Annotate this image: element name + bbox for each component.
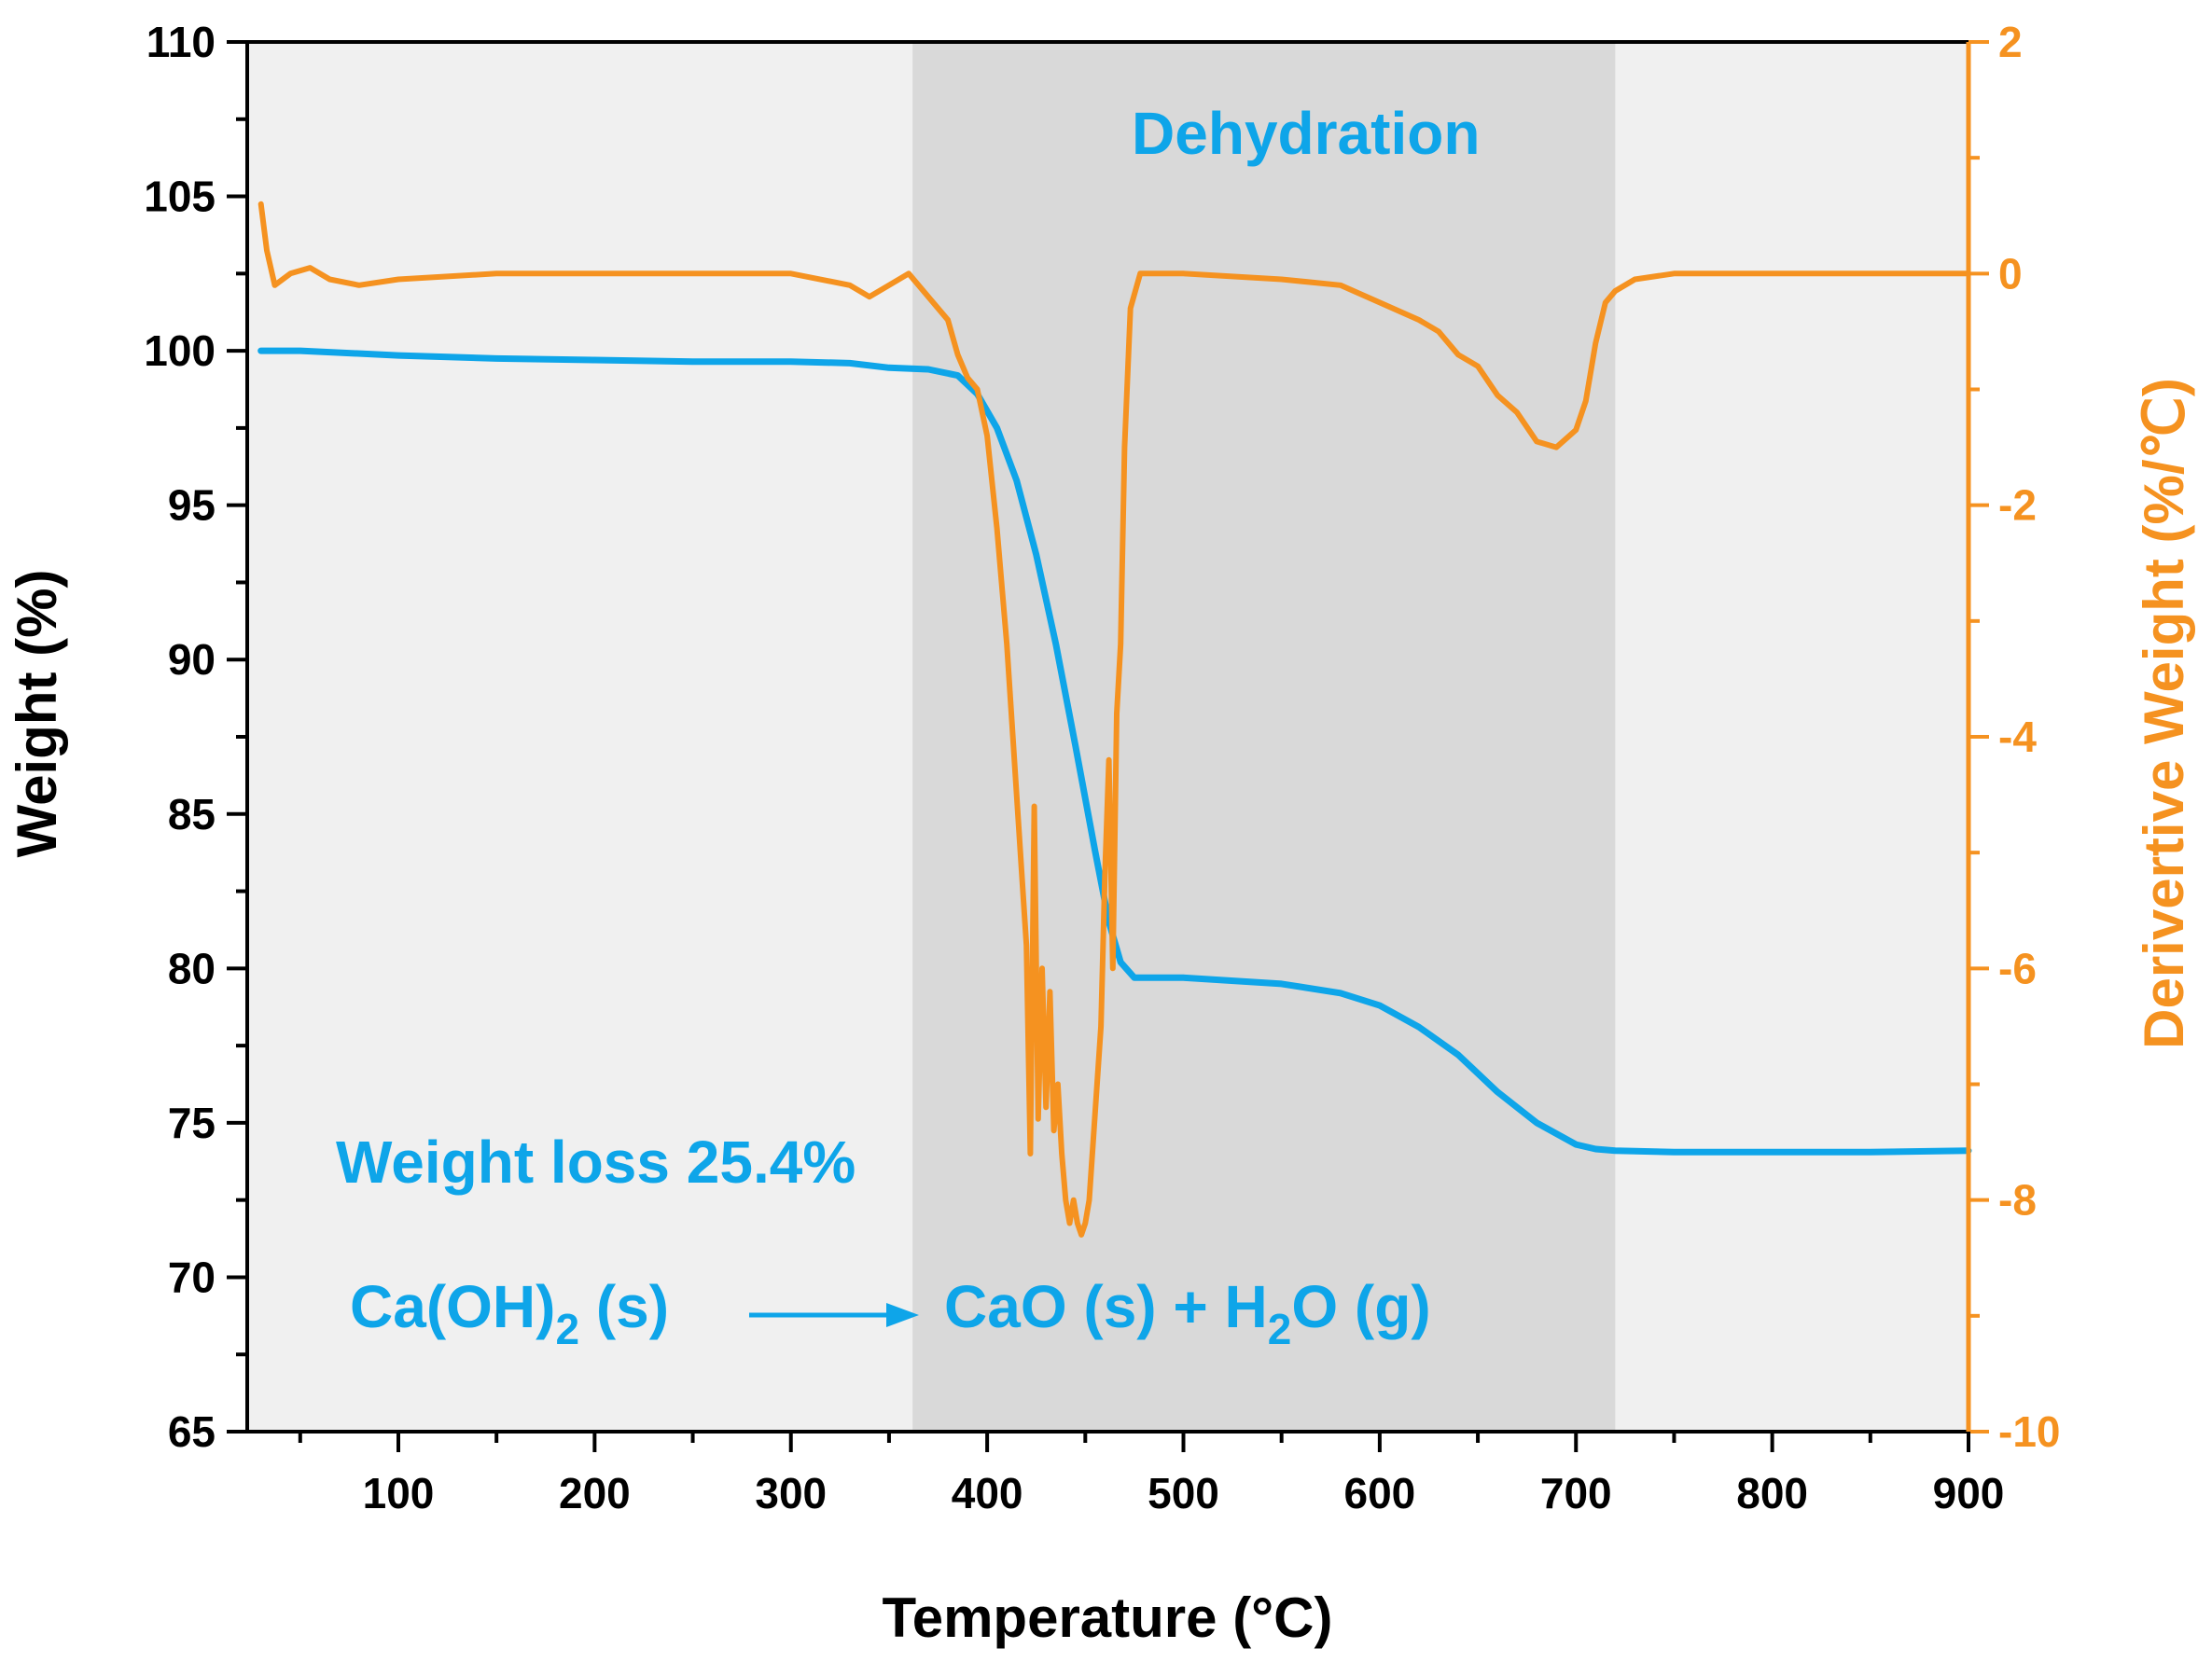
x-tick-label: 700: [1540, 1469, 1612, 1517]
y2-tick-label: -6: [1998, 944, 2037, 992]
y-tick-label: 90: [168, 635, 216, 684]
y-axis-title: Weight (%): [6, 570, 68, 858]
dehydration-label: Dehydration: [1132, 100, 1480, 167]
x-tick-label: 300: [755, 1469, 827, 1517]
y-tick-label: 85: [168, 790, 216, 838]
weight-loss-annotation: Weight loss 25.4%: [336, 1129, 856, 1196]
x-tick-label: 100: [363, 1469, 435, 1517]
y2-tick-label: -10: [1998, 1407, 2060, 1456]
y-tick-label: 65: [168, 1407, 216, 1456]
x-tick-label: 800: [1736, 1469, 1808, 1517]
y2-tick-label: -8: [1998, 1176, 2037, 1225]
y-tick-label: 110: [146, 18, 216, 66]
y-tick-label: 100: [144, 326, 216, 375]
y2-tick-label: -4: [1998, 713, 2037, 761]
y2-tick-label: -2: [1998, 481, 2037, 530]
x-tick-label: 500: [1148, 1469, 1219, 1517]
reaction-product: CaO (s) + H2O (g): [944, 1273, 1431, 1353]
y2-tick-label: 0: [1998, 249, 2023, 298]
dehydration-region: [912, 42, 1616, 1432]
reaction-arrow-head: [886, 1303, 919, 1327]
y-tick-label: 95: [168, 481, 216, 530]
derivative-series-line: [257, 201, 1971, 1238]
x-tick-label: 400: [952, 1469, 1023, 1517]
y2-tick-label: 2: [1998, 18, 2023, 66]
y-tick-label: 105: [144, 173, 216, 221]
reaction-reactant: Ca(OH)2 (s): [350, 1273, 669, 1353]
x-tick-label: 600: [1343, 1469, 1415, 1517]
y-tick-label: 70: [168, 1253, 216, 1301]
x-axis-title: Temperature (°C): [883, 1586, 1333, 1649]
x-tick-label: 200: [559, 1469, 631, 1517]
x-tick-label: 900: [1933, 1469, 2005, 1517]
y-tick-label: 80: [168, 944, 216, 992]
y2-axis-title: Derivertive Weight (%/℃): [2133, 378, 2195, 1049]
y-tick-label: 75: [168, 1099, 216, 1147]
